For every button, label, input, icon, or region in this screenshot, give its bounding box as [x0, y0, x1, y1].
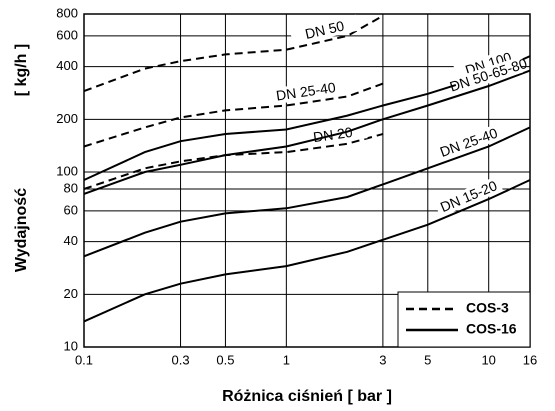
- curve: [83, 179, 531, 323]
- x-tick-label: 3: [379, 352, 386, 367]
- x-tick-label: 0.3: [172, 352, 190, 367]
- curve: [83, 82, 384, 148]
- curve: [83, 69, 531, 195]
- y-tick-label: 800: [56, 5, 78, 20]
- curve-label-bg: [434, 123, 504, 162]
- legend-box: [397, 291, 531, 348]
- curve-label-bg: [289, 14, 360, 46]
- x-tick-label: 1: [283, 352, 290, 367]
- y-axis-title: Wydajność: [13, 188, 30, 272]
- y-tick-label: 60: [64, 202, 78, 217]
- y-tick-label: 400: [56, 58, 78, 73]
- curve-label-bg: [434, 175, 504, 217]
- y-tick-label: 10: [64, 338, 78, 353]
- y-tick-label: 200: [56, 111, 78, 126]
- x-tick-label: 0.1: [75, 352, 93, 367]
- legend-label: COS-16: [466, 321, 517, 337]
- curve: [83, 126, 531, 258]
- x-tick-label: 0.5: [216, 352, 234, 367]
- y-tick-label: 80: [64, 180, 78, 195]
- x-tick-label: 10: [481, 352, 495, 367]
- curve-label-bg: [453, 57, 524, 94]
- y-tick-label: 100: [56, 163, 78, 178]
- x-axis-title: Różnica ciśnień [ bar ]: [222, 388, 392, 405]
- legend-label: COS-3: [466, 300, 509, 316]
- curve: [83, 15, 384, 93]
- x-tick-label: 5: [424, 352, 431, 367]
- curve-label-bg: [271, 78, 341, 105]
- y-axis-unit: [ kg/h ]: [13, 44, 30, 96]
- y-tick-label: 600: [56, 27, 78, 42]
- x-tick-label: 16: [523, 352, 537, 367]
- y-tick-label: 40: [64, 233, 78, 248]
- y-tick-label: 20: [64, 286, 78, 301]
